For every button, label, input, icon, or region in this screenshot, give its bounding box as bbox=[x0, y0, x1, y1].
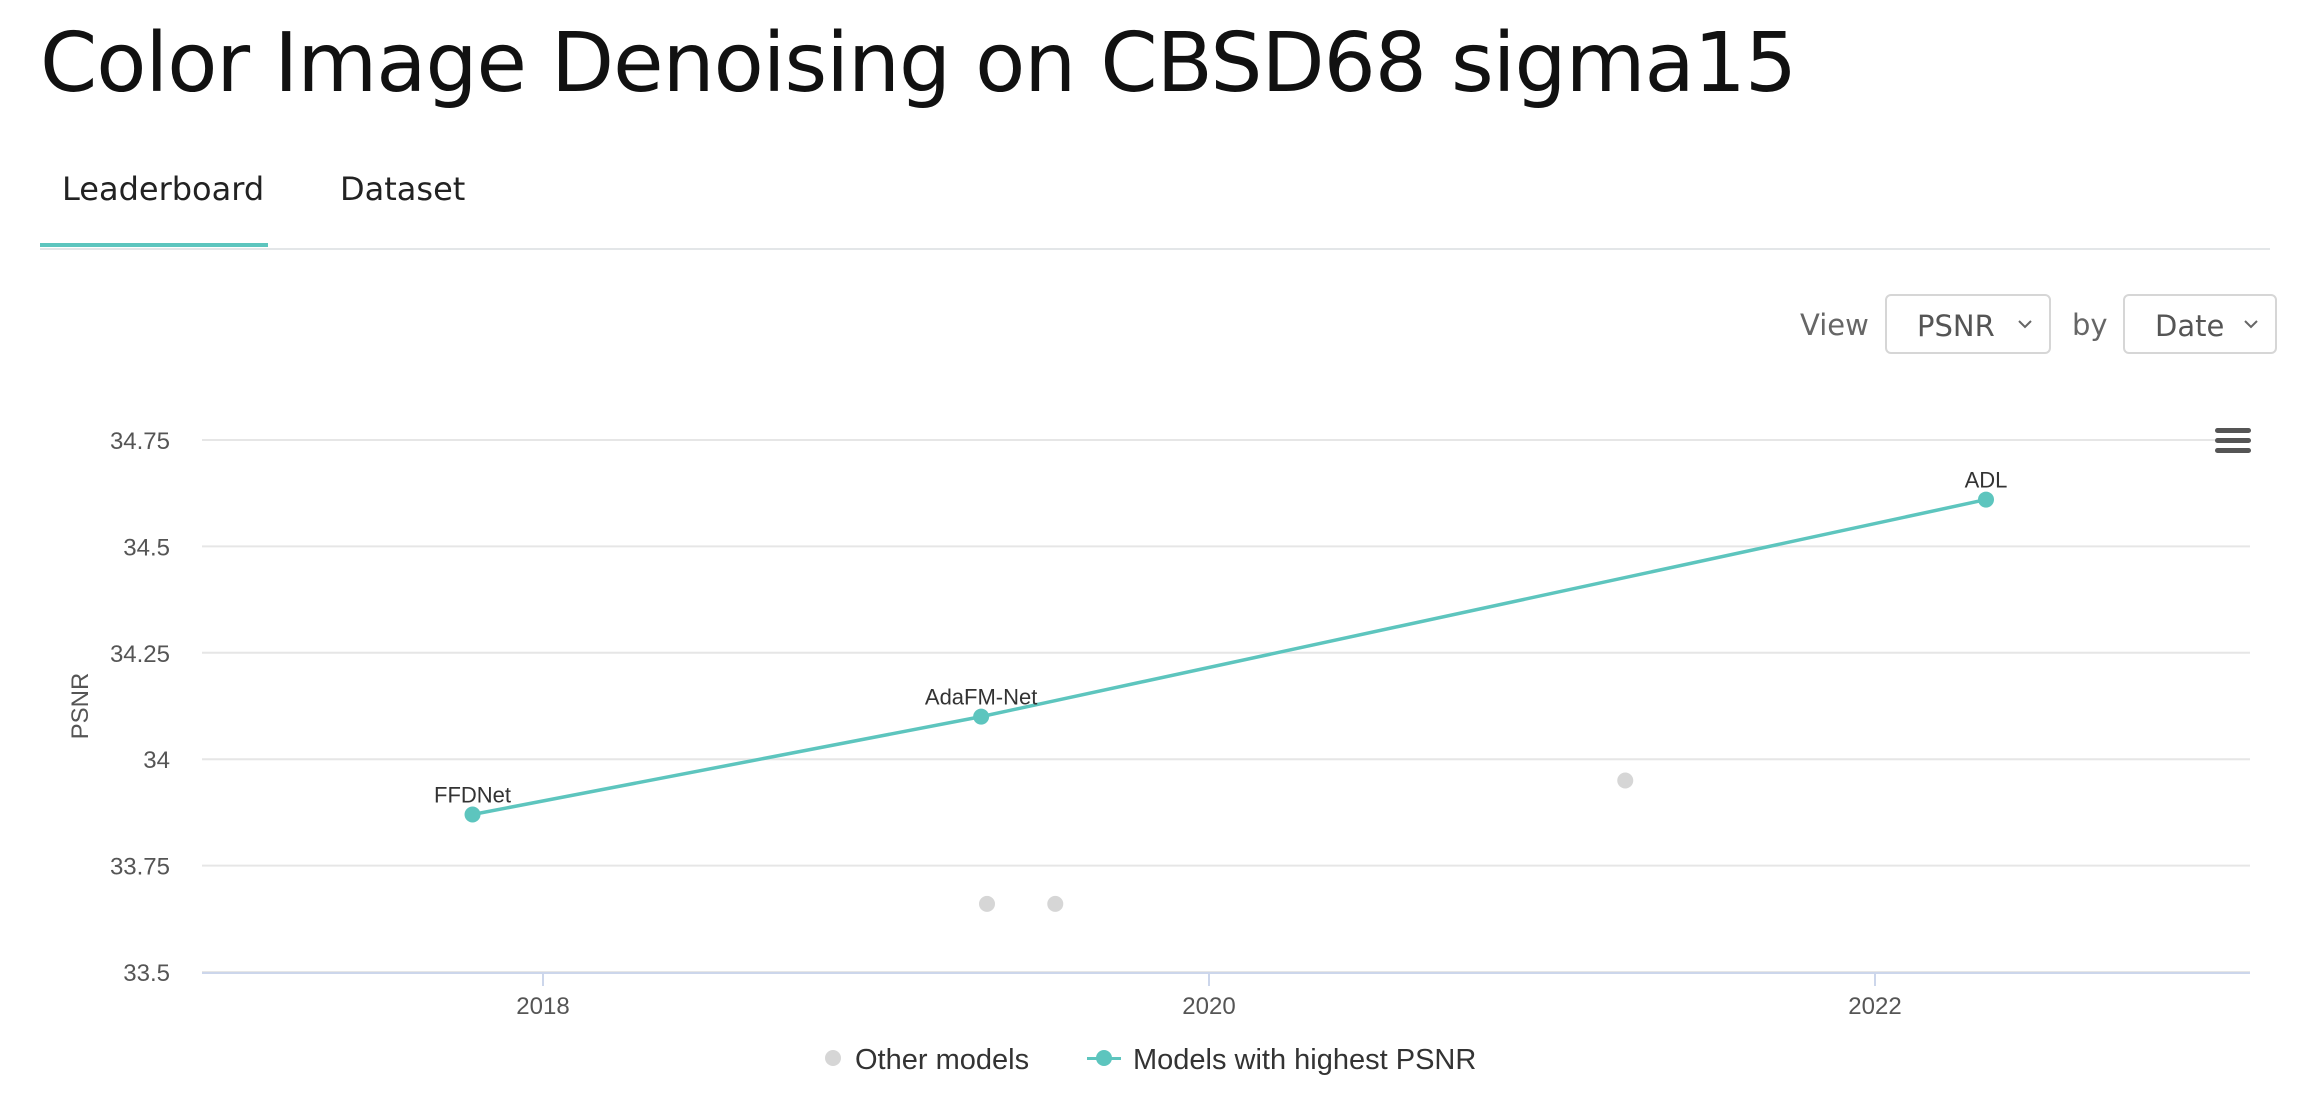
metric-select[interactable]: PSNR bbox=[1885, 294, 2051, 354]
best-model-point bbox=[464, 806, 481, 823]
metric-select-value: PSNR bbox=[1917, 309, 1995, 343]
data-label: FFDNet bbox=[434, 783, 511, 808]
tab-bar: Leaderboard Dataset bbox=[40, 150, 2270, 250]
y-tick-label: 34.5 bbox=[123, 534, 170, 561]
legend-dot-icon bbox=[825, 1050, 841, 1067]
page-title: Color Image Denoising on CBSD68 sigma15 bbox=[40, 16, 1797, 111]
legend-line-icon bbox=[1087, 1049, 1121, 1067]
data-label: AdaFM-Net bbox=[925, 685, 1037, 710]
other-model-point bbox=[1047, 895, 1064, 912]
legend-label-other: Other models bbox=[855, 1044, 1030, 1076]
tab-dataset[interactable]: Dataset bbox=[340, 170, 466, 208]
legend-item-best-models[interactable]: Models with highest PSNR bbox=[1087, 1044, 1476, 1077]
by-label: by bbox=[2072, 308, 2108, 342]
x-tick-label: 2022 bbox=[1848, 993, 1901, 1020]
y-tick-label: 33.75 bbox=[110, 854, 170, 881]
axis-select-value: Date bbox=[2155, 309, 2225, 343]
x-tick-label: 2020 bbox=[1182, 993, 1235, 1020]
legend-label-best: Models with highest PSNR bbox=[1133, 1044, 1477, 1076]
chart: 33.5 33.75 34 34.25 34.5 34.75 2018 2020 2022 PSN… bbox=[67, 428, 2250, 1020]
other-model-point bbox=[979, 895, 995, 912]
x-tick-label: 2018 bbox=[516, 993, 569, 1020]
other-model-point bbox=[1617, 772, 1634, 789]
axis-select[interactable]: Date bbox=[2123, 294, 2277, 354]
best-model-point bbox=[1978, 491, 1994, 508]
chevron-down-icon bbox=[2018, 320, 2032, 329]
y-tick-label: 34 bbox=[143, 747, 170, 774]
y-tick-label: 34.25 bbox=[110, 641, 170, 668]
data-label: ADL bbox=[1965, 468, 2008, 493]
active-tab-indicator bbox=[40, 243, 268, 247]
chevron-down-icon bbox=[2244, 320, 2258, 329]
hamburger-menu-icon[interactable] bbox=[2215, 428, 2251, 458]
chart-controls: View PSNR by Date bbox=[1800, 294, 2280, 358]
tab-leaderboard[interactable]: Leaderboard bbox=[62, 170, 265, 208]
legend-item-other-models[interactable]: Other models bbox=[825, 1044, 1029, 1077]
y-tick-label: 33.5 bbox=[123, 960, 170, 987]
best-model-point bbox=[973, 708, 990, 725]
view-label: View bbox=[1800, 308, 1869, 342]
y-axis-title: PSNR bbox=[67, 673, 94, 740]
y-tick-label: 34.75 bbox=[110, 428, 170, 455]
